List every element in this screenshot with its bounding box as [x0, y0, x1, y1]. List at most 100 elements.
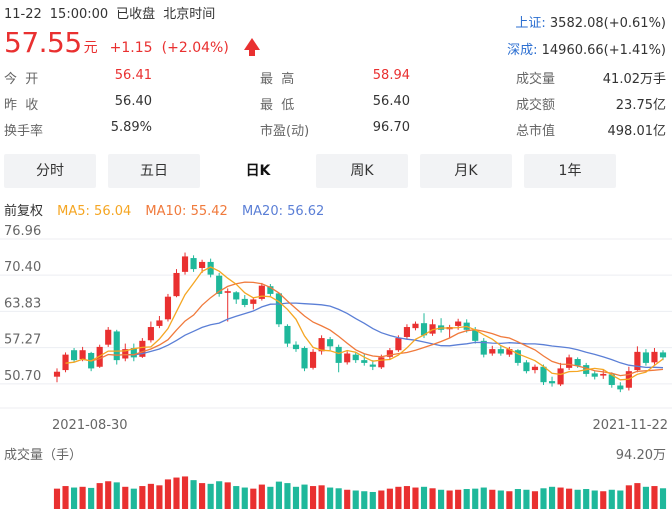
- volume-bar: [412, 487, 419, 509]
- volume-bar: [156, 485, 163, 509]
- candle-body: [267, 286, 274, 294]
- candle-body: [105, 329, 112, 345]
- volume-bar: [216, 481, 223, 509]
- candle-body: [420, 323, 428, 336]
- volume-bar: [651, 486, 658, 509]
- candle-body: [233, 292, 240, 300]
- volume-bar: [659, 488, 667, 509]
- volume-bar: [190, 480, 197, 509]
- volume-bar: [173, 477, 180, 509]
- volume-bar: [540, 488, 547, 509]
- stat-volume-label: 成交量: [516, 72, 556, 87]
- candle-body: [309, 351, 317, 368]
- stat-high: 58.94: [372, 68, 410, 83]
- volume-bar: [395, 486, 402, 509]
- volume-bar: [472, 488, 479, 509]
- volume-bar: [497, 490, 504, 509]
- index-shanghai[interactable]: 上证: 3582.08(+0.61%): [515, 12, 666, 31]
- candle-body: [207, 261, 214, 275]
- tab-one-year[interactable]: 1年: [524, 154, 616, 188]
- volume-bar: [267, 486, 274, 509]
- candle-body: [600, 373, 607, 376]
- volume-bar: [292, 486, 300, 509]
- stat-low-label: 最 低: [260, 98, 295, 113]
- up-arrow-icon: [243, 38, 260, 56]
- volume-bar: [506, 491, 513, 509]
- tab-timeshare[interactable]: 分时: [4, 154, 96, 188]
- stat-pe: 96.70: [372, 120, 410, 135]
- volume-bar: [344, 489, 351, 509]
- volume-bar: [250, 488, 257, 509]
- candle-body: [130, 348, 137, 358]
- stat-mcap-label: 总市值: [516, 124, 556, 139]
- stat-volume: 41.02万手: [602, 72, 666, 87]
- candle-body: [241, 298, 248, 305]
- volume-bar: [548, 486, 556, 509]
- volume-bar: [318, 485, 325, 509]
- candle-body: [258, 285, 265, 299]
- volume-bar: [608, 489, 615, 509]
- quote-time: 15:00:00: [49, 7, 109, 22]
- tab-monthly-k[interactable]: 月K: [420, 154, 512, 188]
- volume-bar: [139, 486, 146, 509]
- volume-bar: [378, 490, 385, 509]
- candle-body: [386, 350, 393, 357]
- candle-body: [514, 350, 521, 363]
- volume-bar: [489, 489, 496, 509]
- x-tick-label: 2021-11-22: [592, 418, 668, 433]
- candle-body: [557, 368, 564, 385]
- volume-bar: [224, 482, 231, 509]
- candle-body: [122, 349, 129, 359]
- index-shenzhen[interactable]: 深成: 14960.66(+1.41%): [507, 39, 666, 58]
- tab-weekly-k[interactable]: 周K: [316, 154, 408, 188]
- candle-body: [523, 362, 530, 372]
- tab-daily-k[interactable]: 日K: [212, 154, 304, 188]
- volume-bar: [105, 481, 112, 509]
- volume-bar: [625, 485, 632, 509]
- candle-body: [156, 320, 163, 326]
- candle-body: [642, 352, 650, 363]
- tab-five-day[interactable]: 五日: [108, 154, 200, 188]
- stat-pe-label: 市盈(动): [260, 124, 310, 139]
- volume-bar: [600, 491, 607, 509]
- candle-body: [164, 296, 172, 320]
- volume-bar: [199, 483, 206, 509]
- candle-body: [53, 371, 61, 377]
- candle-body: [139, 340, 146, 357]
- candle-body: [651, 351, 658, 363]
- candle-body: [190, 258, 197, 270]
- volume-bar: [233, 486, 240, 509]
- candle-body: [250, 299, 257, 304]
- stat-amount: 23.75亿: [615, 98, 666, 113]
- volume-bar: [327, 487, 334, 509]
- candle-body: [540, 366, 547, 383]
- volume-bar: [113, 482, 120, 509]
- candle-body: [506, 349, 513, 355]
- candle-body: [659, 352, 667, 358]
- candle-body: [113, 331, 120, 361]
- quote-date: 11-22: [4, 7, 42, 22]
- volume-bar: [566, 488, 573, 509]
- candle-body: [489, 349, 496, 354]
- ma10-value: MA10: 55.42: [145, 204, 228, 219]
- volume-bar: [557, 487, 564, 509]
- candle-body: [455, 321, 462, 326]
- volume-bar: [403, 486, 411, 509]
- candle-body: [79, 350, 86, 360]
- y-tick-label: 57.27: [4, 333, 41, 348]
- volume-bar: [301, 484, 308, 509]
- volume-bar: [88, 487, 95, 509]
- candle-body: [352, 354, 359, 361]
- ma20-line: [125, 302, 664, 369]
- candle-body: [369, 364, 376, 367]
- ma-legend: 前复权 MA5: 56.04 MA10: 55.42 MA20: 56.62: [4, 200, 334, 219]
- kline-chart[interactable]: 76.96 70.40 63.83 57.27 50.70 2021-08-30 2021-…: [0, 222, 672, 511]
- candle-body: [617, 385, 624, 390]
- candle-body: [70, 350, 78, 361]
- volume-bar: [455, 489, 462, 509]
- volume-bar: [583, 489, 590, 509]
- adjust-mode[interactable]: 前复权: [4, 204, 44, 219]
- volume-bar: [591, 490, 598, 509]
- volume-bar: [361, 491, 368, 509]
- candle-body: [147, 327, 154, 341]
